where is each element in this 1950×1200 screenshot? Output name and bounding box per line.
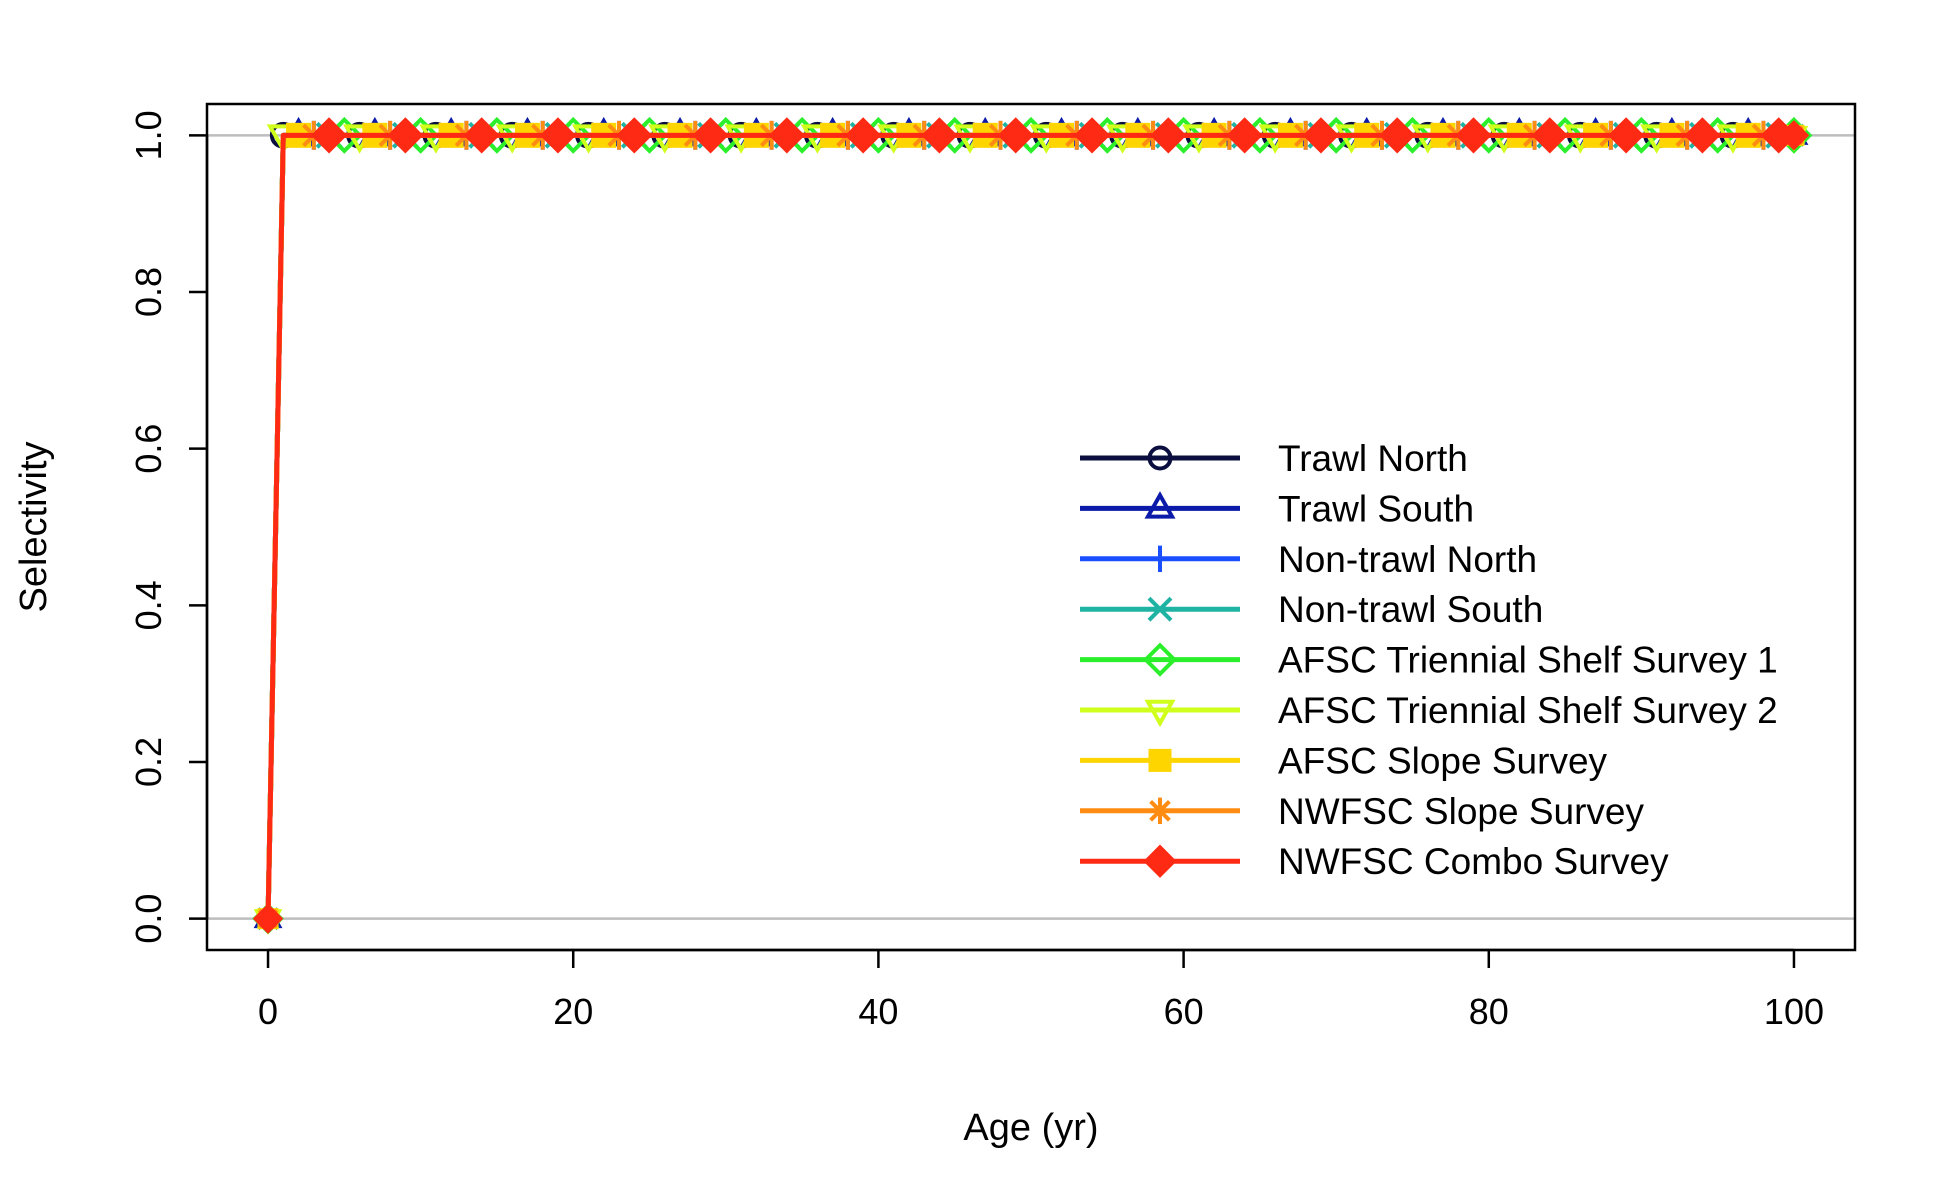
x-tick-label: 100 [1764, 991, 1824, 1032]
y-tick-label: 0.0 [128, 894, 169, 944]
legend-label: Non-trawl North [1278, 539, 1537, 580]
data-point [692, 117, 729, 154]
legend-label: NWFSC Slope Survey [1278, 791, 1644, 832]
data-point [310, 117, 348, 154]
legend-item: Trawl South [1080, 488, 1474, 529]
x-axis: 0 20 40 60 80 100 [258, 948, 1824, 1032]
series-9 [252, 117, 1810, 934]
legend-label: AFSC Slope Survey [1278, 740, 1608, 781]
data-point [1608, 117, 1645, 154]
data-point [463, 117, 500, 154]
data-point [539, 117, 577, 154]
legend-item: NWFSC Slope Survey [1080, 791, 1644, 832]
data-point [1778, 120, 1810, 151]
legend-marker [1147, 445, 1173, 471]
data-point [768, 117, 805, 154]
data-point [845, 117, 882, 154]
legend-item: Non-trawl South [1080, 589, 1543, 630]
data-point [921, 117, 958, 154]
data-point [997, 117, 1034, 154]
legend-label: Trawl South [1278, 488, 1474, 529]
legend-item: Non-trawl North [1080, 539, 1537, 580]
data-point [1226, 117, 1263, 154]
y-tick-label: 0.6 [128, 424, 169, 474]
legend-marker [1146, 545, 1174, 572]
data-point [387, 117, 424, 154]
x-tick-label: 60 [1164, 991, 1204, 1032]
data-point [616, 117, 653, 154]
legend-item: NWFSC Combo Survey [1080, 841, 1669, 882]
legend-label: Non-trawl South [1278, 589, 1543, 630]
data-point [1455, 117, 1492, 154]
y-axis: 0.0 0.2 0.4 0.6 0.8 1.0 [128, 110, 209, 944]
legend-marker [1144, 491, 1176, 519]
legend-marker [1146, 797, 1174, 824]
x-tick-label: 40 [858, 991, 898, 1032]
data-point [1150, 117, 1187, 154]
legend-marker [1143, 844, 1177, 878]
y-axis-label: Selectivity [13, 441, 55, 612]
y-tick-label: 1.0 [128, 110, 169, 160]
legend-label: AFSC Triennial Shelf Survey 2 [1278, 690, 1778, 731]
data-point [1684, 117, 1721, 154]
x-axis-label: Age (yr) [963, 1107, 1098, 1149]
series-layer [252, 116, 1813, 935]
legend-marker [1142, 642, 1178, 677]
data-point [252, 903, 284, 934]
data-point [1302, 117, 1340, 154]
legend-item: AFSC Slope Survey [1080, 740, 1608, 781]
legend-item: AFSC Triennial Shelf Survey 1 [1080, 640, 1778, 681]
legend-label: NWFSC Combo Survey [1278, 841, 1669, 882]
x-tick-label: 0 [258, 991, 278, 1032]
legend-marker [1144, 699, 1176, 728]
x-tick-label: 80 [1469, 991, 1509, 1032]
legend-marker [1148, 748, 1172, 772]
legend-marker [1147, 596, 1173, 622]
legend-item: AFSC Triennial Shelf Survey 2 [1080, 690, 1778, 731]
legend-label: AFSC Triennial Shelf Survey 1 [1278, 640, 1778, 681]
y-tick-label: 0.4 [128, 580, 169, 630]
x-tick-label: 20 [553, 991, 593, 1032]
data-point [1531, 117, 1568, 154]
legend-label: Trawl North [1278, 438, 1468, 479]
legend-item: Trawl North [1080, 438, 1468, 479]
legend: Trawl North Trawl South Non-trawl North Non… [1080, 438, 1778, 882]
y-tick-label: 0.2 [128, 737, 169, 787]
y-tick-label: 0.8 [128, 267, 169, 317]
data-point [1073, 117, 1111, 154]
data-point [1379, 117, 1416, 154]
